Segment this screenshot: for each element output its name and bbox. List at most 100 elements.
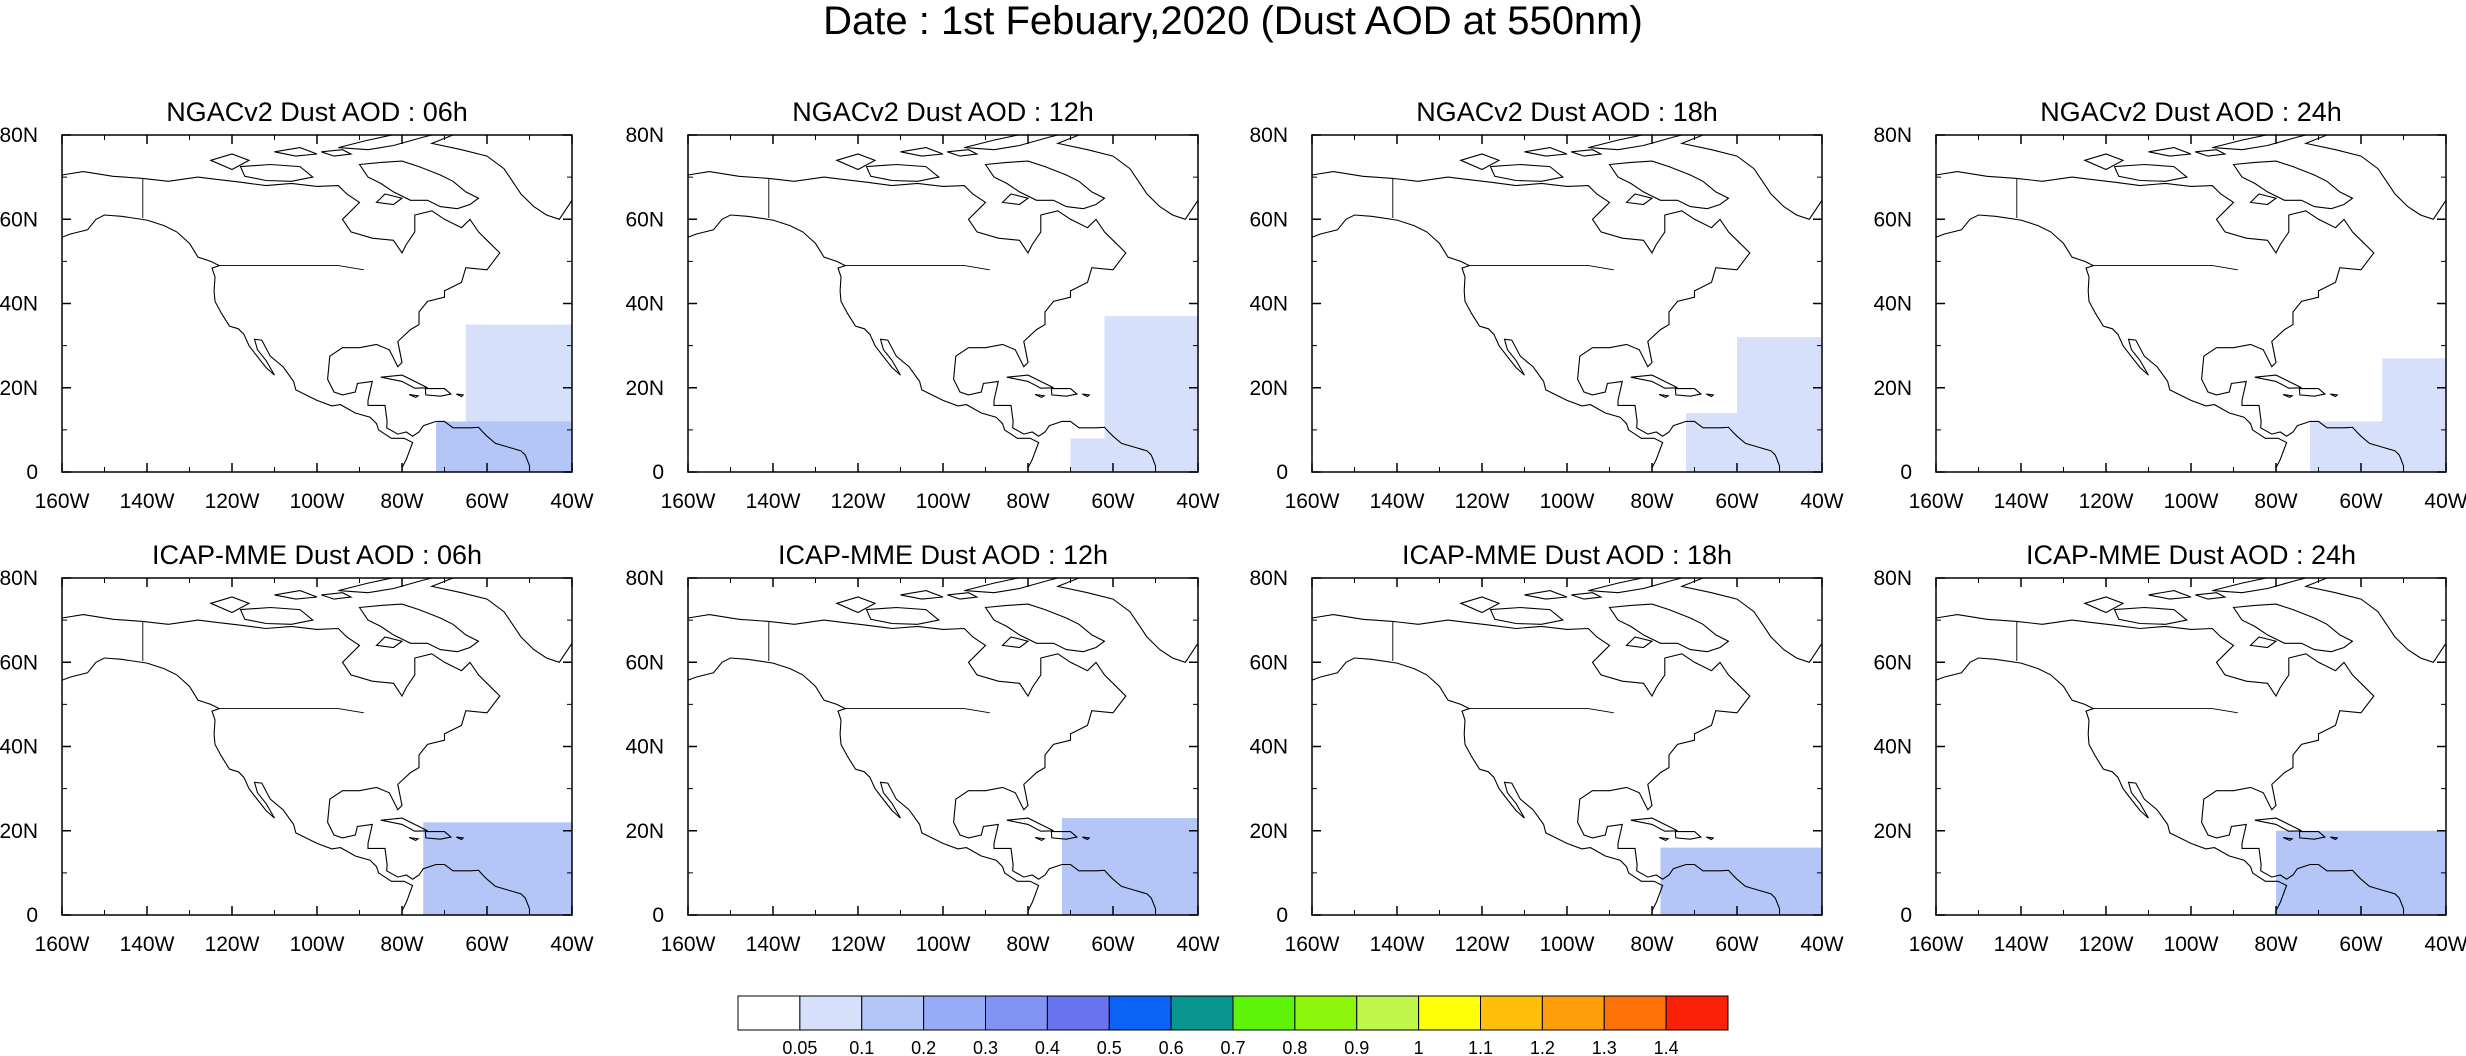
colorbar-tick-label: 0.05 xyxy=(782,1038,817,1056)
y-tick-label: 40N xyxy=(1249,293,1288,316)
aod-region xyxy=(1087,847,1164,890)
colorbar-swatch xyxy=(1603,995,1667,1031)
y-tick-label: 40N xyxy=(1873,293,1912,316)
coastline xyxy=(1312,135,1822,472)
y-tick-label: 20N xyxy=(0,820,38,843)
x-tick-label: 80W xyxy=(1006,490,1049,513)
x-tick-label: 40W xyxy=(1176,933,1219,956)
colorbar-tick-label: 1.3 xyxy=(1592,1038,1617,1056)
coastline xyxy=(1936,135,2446,472)
x-tick-label: 80W xyxy=(380,933,423,956)
y-tick-label: 0 xyxy=(1276,461,1288,484)
colorbar-swatch xyxy=(923,995,986,1031)
colorbar-swatch xyxy=(1665,995,1729,1031)
aod-region xyxy=(2382,358,2446,422)
y-tick-label: 0 xyxy=(26,904,38,927)
colorbar-tick-label: 0.4 xyxy=(1035,1038,1060,1056)
panel-title: ICAP-MME Dust AOD : 12h xyxy=(778,540,1108,570)
x-tick-label: 40W xyxy=(550,933,593,956)
aod-field xyxy=(1686,337,1822,472)
x-tick-label: 160W xyxy=(661,490,716,513)
y-tick-label: 20N xyxy=(0,377,38,400)
panel-title: NGACv2 Dust AOD : 06h xyxy=(166,97,468,127)
aod-region xyxy=(436,421,572,472)
y-tick-label: 60N xyxy=(1873,208,1912,231)
map-panel: ICAP-MME Dust AOD : 18h 160W 140W 120W 100W 8… xyxy=(1249,540,1843,956)
x-tick-label: 120W xyxy=(831,933,886,956)
x-tick-label: 60W xyxy=(1091,933,1134,956)
colorbar-swatch xyxy=(1170,995,1234,1031)
y-tick-label: 40N xyxy=(1873,736,1912,759)
x-tick-label: 100W xyxy=(916,933,971,956)
x-tick-label: 40W xyxy=(550,490,593,513)
panel-title: ICAP-MME Dust AOD : 24h xyxy=(2026,540,2356,570)
y-tick-label: 20N xyxy=(1873,377,1912,400)
x-tick-label: 120W xyxy=(205,933,260,956)
x-tick-label: 100W xyxy=(2164,933,2219,956)
aod-region xyxy=(1104,316,1198,451)
colorbar-swatch xyxy=(1046,995,1110,1031)
aod-region xyxy=(470,839,547,894)
x-tick-label: 60W xyxy=(465,933,508,956)
y-tick-label: 0 xyxy=(1900,904,1912,927)
x-tick-label: 140W xyxy=(1370,490,1425,513)
aod-field xyxy=(436,324,572,472)
x-tick-label: 160W xyxy=(1909,933,1964,956)
x-tick-label: 80W xyxy=(1630,490,1673,513)
map-panel: NGACv2 Dust AOD : 24h 160W 140W 120W 100W 80W… xyxy=(1873,97,2466,513)
y-tick-label: 0 xyxy=(1276,904,1288,927)
colorbar-swatch xyxy=(1418,995,1481,1031)
colorbar-swatch xyxy=(1108,995,1172,1031)
x-tick-label: 40W xyxy=(1800,933,1843,956)
panel-title: NGACv2 Dust AOD : 24h xyxy=(2040,97,2342,127)
colorbar-tick-label: 0.7 xyxy=(1220,1038,1245,1056)
x-tick-label: 120W xyxy=(2079,490,2134,513)
map-panel: NGACv2 Dust AOD : 12h 160W 140W 120W 100W 80W… xyxy=(625,97,1219,513)
x-tick-label: 100W xyxy=(1540,490,1595,513)
y-tick-label: 80N xyxy=(1873,567,1912,590)
x-tick-label: 100W xyxy=(916,490,971,513)
coastline xyxy=(688,578,1198,915)
x-tick-label: 160W xyxy=(1285,490,1340,513)
x-tick-label: 140W xyxy=(746,933,801,956)
colorbar-swatch xyxy=(861,995,925,1031)
y-tick-label: 40N xyxy=(625,736,664,759)
x-tick-label: 40W xyxy=(2424,933,2466,956)
y-tick-label: 60N xyxy=(625,651,664,674)
x-tick-label: 160W xyxy=(35,933,90,956)
y-tick-label: 60N xyxy=(625,208,664,231)
aod-field xyxy=(2310,358,2446,472)
x-tick-label: 140W xyxy=(1994,490,2049,513)
y-tick-label: 40N xyxy=(0,736,38,759)
y-tick-label: 20N xyxy=(1249,820,1288,843)
y-tick-label: 60N xyxy=(1249,651,1288,674)
y-tick-label: 60N xyxy=(0,208,38,231)
coastline xyxy=(62,578,572,915)
x-tick-label: 160W xyxy=(1909,490,1964,513)
x-tick-label: 60W xyxy=(1715,933,1758,956)
y-tick-label: 20N xyxy=(1249,377,1288,400)
y-tick-label: 60N xyxy=(0,651,38,674)
x-tick-label: 40W xyxy=(1176,490,1219,513)
coastline xyxy=(62,135,572,472)
colorbar-tick-label: 0.6 xyxy=(1159,1038,1184,1056)
map-panels: NGACv2 Dust AOD : 06h 160W 140W 120W 100W 80W… xyxy=(0,97,2466,956)
y-tick-label: 0 xyxy=(26,461,38,484)
colorbar-tick-label: 0.8 xyxy=(1282,1038,1307,1056)
x-tick-label: 80W xyxy=(1630,933,1673,956)
colorbar-tick-label: 0.9 xyxy=(1344,1038,1369,1056)
y-tick-label: 80N xyxy=(0,567,38,590)
aod-field xyxy=(2276,830,2446,915)
aod-region xyxy=(1070,438,1198,472)
aod-field xyxy=(1062,818,1198,915)
x-tick-label: 100W xyxy=(290,933,345,956)
aod-region xyxy=(1686,413,1822,472)
y-tick-label: 80N xyxy=(0,124,38,147)
x-tick-label: 160W xyxy=(35,490,90,513)
colorbar-tick-label: 0.5 xyxy=(1097,1038,1122,1056)
coastline xyxy=(688,135,1198,472)
y-tick-label: 0 xyxy=(1900,461,1912,484)
x-tick-label: 60W xyxy=(2339,490,2382,513)
y-tick-label: 20N xyxy=(625,820,664,843)
x-tick-label: 40W xyxy=(1800,490,1843,513)
